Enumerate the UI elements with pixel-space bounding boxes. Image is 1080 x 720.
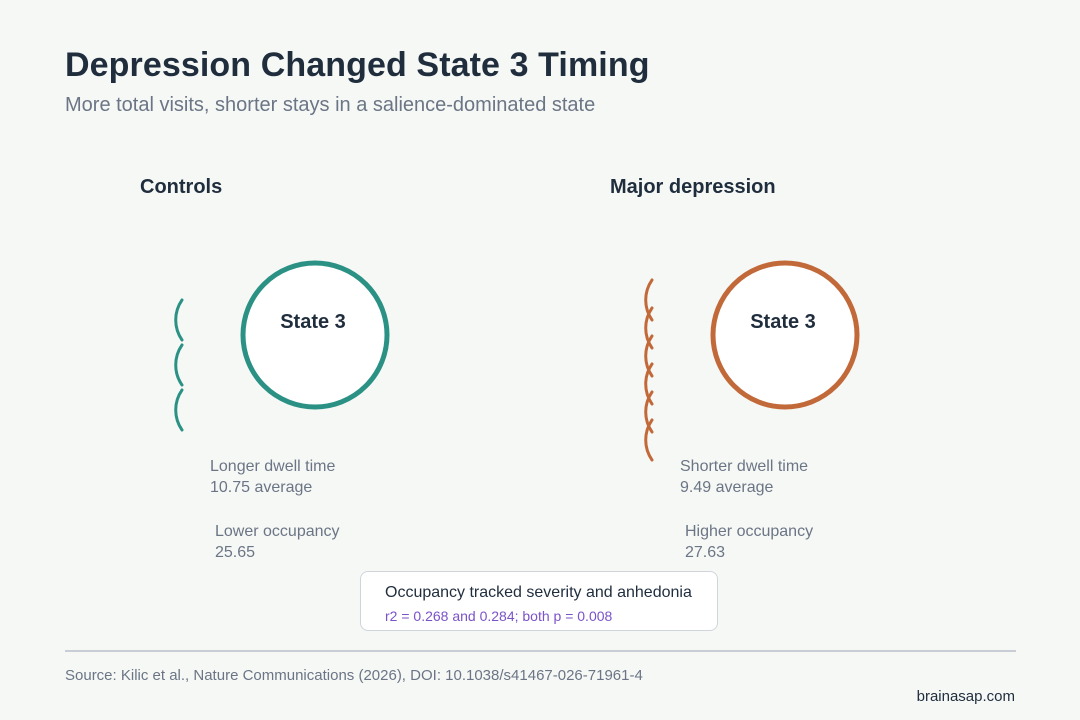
controls-state-label: State 3 — [280, 311, 346, 333]
callout-stat: r2 = 0.268 and 0.284; both p = 0.008 — [385, 608, 613, 624]
visit-arc — [174, 298, 184, 342]
brand-label: brainasap.com — [916, 688, 1015, 705]
callout-title: Occupancy tracked severity and anhedonia — [385, 584, 692, 601]
controls-occupancy-label: Lower occupancy — [215, 523, 340, 540]
depression-state-circle — [710, 260, 860, 410]
depression-occupancy-value: 27.63 — [685, 544, 726, 561]
controls-label: Controls — [140, 176, 223, 198]
controls-dwell-label: Longer dwell time — [210, 458, 336, 475]
visit-arc — [174, 343, 184, 387]
controls-dwell: Longer dwell time 10.75 average — [210, 456, 335, 498]
controls-occupancy: Lower occupancy 25.65 — [215, 521, 340, 563]
source-citation: Source: Kilic et al., Nature Communicati… — [65, 667, 643, 684]
depression-state-label: State 3 — [750, 311, 816, 333]
visit-arc — [644, 334, 654, 378]
page-subtitle: More total visits, shorter stays in a sa… — [65, 94, 596, 116]
controls-dwell-value: 10.75 average — [210, 479, 313, 496]
correlation-callout: Occupancy tracked severity and anhedonia… — [360, 571, 718, 631]
depression-label: Major depression — [610, 176, 776, 198]
visit-arc — [644, 362, 654, 406]
depression-dwell-label: Shorter dwell time — [680, 458, 809, 475]
visit-arc — [644, 278, 654, 322]
controls-occupancy-value: 25.65 — [215, 544, 256, 561]
controls-visit-arcs — [174, 298, 184, 432]
visit-arc — [174, 388, 184, 432]
depression-dwell: Shorter dwell time 9.49 average — [680, 456, 808, 498]
depression-visit-arcs — [644, 278, 654, 462]
visit-arc — [644, 390, 654, 434]
depression-dwell-value: 9.49 average — [680, 479, 774, 496]
depression-occupancy: Higher occupancy 27.63 — [685, 521, 813, 563]
controls-state-circle — [240, 260, 390, 410]
visit-arc — [644, 418, 654, 462]
depression-occupancy-label: Higher occupancy — [685, 523, 814, 540]
footer-divider — [65, 650, 1016, 652]
visit-arc — [644, 306, 654, 350]
page-title: Depression Changed State 3 Timing — [65, 46, 650, 84]
